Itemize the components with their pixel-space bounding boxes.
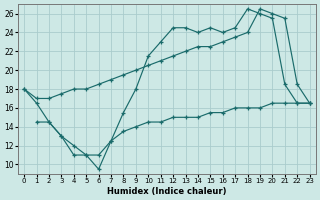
X-axis label: Humidex (Indice chaleur): Humidex (Indice chaleur) bbox=[107, 187, 227, 196]
